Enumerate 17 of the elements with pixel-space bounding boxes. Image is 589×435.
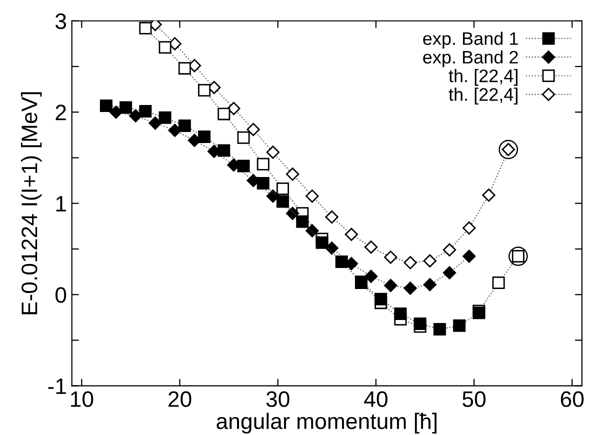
x-axis-title: angular momentum [ħ] [216,412,436,434]
legend-label: th. [22,4] [448,68,518,86]
legend-label: exp. Band 2 [423,50,518,68]
x-tick-label: 40 [364,391,388,408]
legend-label: th. [22,4] [448,88,518,104]
y-axis-title: E-0.01224 I(I+1) [MeV] [20,92,42,314]
y-tick-label: 0 [56,287,66,303]
x-tick-label: 30 [266,391,290,408]
x-tick-label: 20 [168,391,192,408]
legend-label: exp. Band 1 [423,32,518,49]
y-tick-label: 1 [56,196,66,212]
x-tick-label: 50 [462,391,486,408]
x-tick-label: 10 [71,391,94,408]
y-tick-label: 3 [55,13,66,30]
y-tick-label: -1 [48,378,66,394]
x-tick-label: 60 [560,391,584,408]
y-tick-label: 2 [56,104,66,120]
